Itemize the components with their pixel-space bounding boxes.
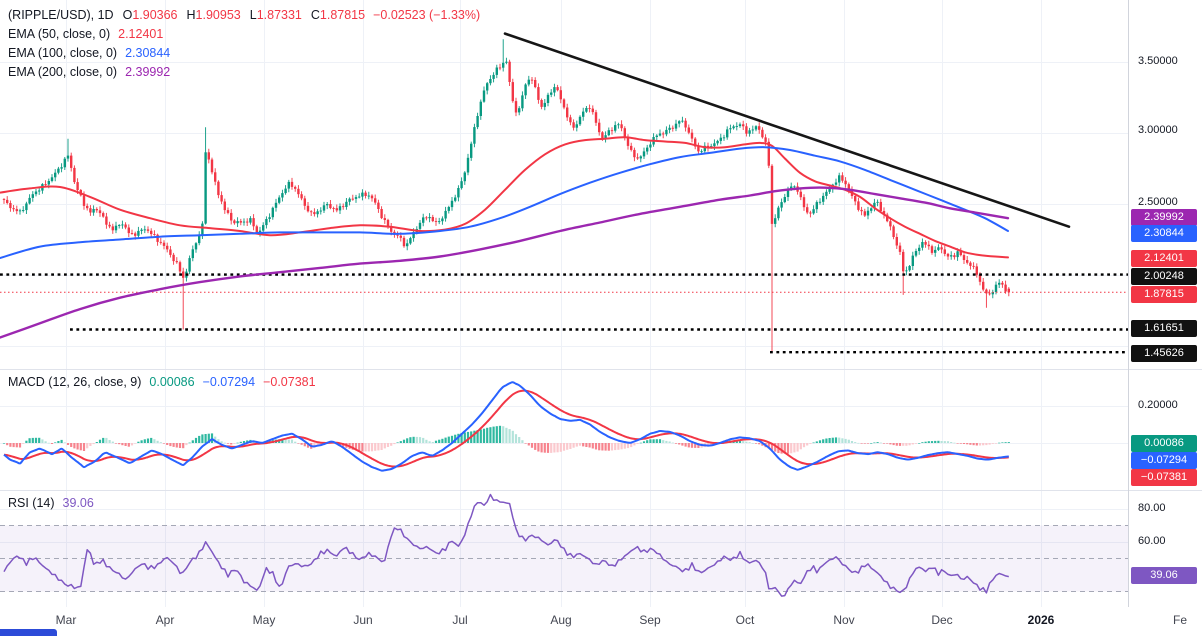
macd-line [3,381,1009,472]
price-badge: −0.07294 [1131,451,1197,469]
time-axis-label: Dec [931,613,953,627]
time-axis-label: Apr [155,613,175,627]
symbol-title: (RIPPLE/USD), 1D [8,8,114,22]
time-axis-label: Nov [833,613,855,627]
change-value: −0.02523 (−1.33%) [373,8,481,22]
open-label: O [122,8,133,22]
time-axis-label: Jun [353,613,373,627]
axis-tick-label: 2.50000 [1138,196,1178,208]
axis-tick-label: 60.00 [1138,535,1166,547]
ema100-label: EMA (100, close, 0) [8,46,118,60]
time-axis-label: May [252,613,276,627]
ema200-legend-row[interactable]: EMA (200, close, 0) 2.39992 [8,63,480,82]
rsi-legend: RSI (14) 39.06 [8,494,94,513]
price-badge: 0.00086 [1131,434,1197,452]
ema100-value: 2.30844 [125,46,171,60]
time-axis-label: Aug [550,613,572,627]
macd-legend-row[interactable]: MACD (12, 26, close, 9) 0.00086 −0.07294 −0… [8,373,316,392]
ema50-legend-row[interactable]: EMA (50, close, 0) 2.12401 [8,25,480,44]
rsi-label: RSI (14) [8,496,55,510]
ema200-label: EMA (200, close, 0) [8,65,118,79]
close-label: C [310,8,320,22]
time-axis-label: Mar [55,613,77,627]
trendline [503,32,1071,228]
open-value: 1.90366 [132,8,178,22]
time-axis-label: Fe [1172,613,1188,627]
partial-ui-element[interactable] [0,629,57,636]
symbol-legend-row[interactable]: (RIPPLE/USD), 1D O1.90366 H1.90953 L1.87331… [8,6,480,25]
ema200-line [0,186,1010,339]
price-badge: 2.12401 [1131,249,1197,267]
candles-up-bodies [18,61,1001,295]
ema50-label: EMA (50, close, 0) [8,27,111,41]
time-axis[interactable]: Mar Apr May Jun Jul Aug Sep Oct Nov Dec 2026 Fe [0,607,1202,636]
time-axis-label: Oct [735,613,755,627]
price-badge: −0.07381 [1131,468,1197,486]
candles-down-bodies [2,61,1010,295]
ema100-line [0,146,1009,259]
ema50-line [0,136,1009,259]
macd-legend: MACD (12, 26, close, 9) 0.00086 −0.07294 −0… [8,373,316,392]
time-axis-label: Jul [452,613,468,627]
main-legend: (RIPPLE/USD), 1D O1.90366 H1.90953 L1.87331… [8,6,480,82]
price-axis[interactable]: 3.50000 3.00000 2.50000 0.20000 80.00 60.00 2.… [1128,0,1202,607]
axis-tick-label: 3.50000 [1138,55,1178,67]
axis-tick-label: 80.00 [1138,502,1166,514]
ema200-value: 2.39992 [125,65,171,79]
low-label: L [249,8,257,22]
close-value: 1.87815 [319,8,366,22]
price-badge: 39.06 [1131,566,1197,584]
low-value: 1.87331 [256,8,302,22]
high-label: H [186,8,196,22]
axis-tick-label: 3.00000 [1138,124,1178,136]
price-badge: 2.30844 [1131,224,1197,242]
macd-signal-line [3,389,1009,468]
time-axis-label: Sep [639,613,661,627]
rsi-value: 39.06 [62,496,94,510]
high-value: 1.90953 [195,8,241,22]
rsi-legend-row[interactable]: RSI (14) 39.06 [8,494,94,513]
time-axis-label: 2026 [1027,613,1055,627]
macd-signal-value: −0.07381 [263,375,316,389]
price-badge: 1.45626 [1131,344,1197,362]
macd-line-value: −0.07294 [202,375,256,389]
price-badge: 1.87815 [1131,285,1197,303]
macd-histogram [2,425,1010,454]
price-badge: 1.61651 [1131,319,1197,337]
ema50-value: 2.12401 [118,27,164,41]
grid [0,0,1128,607]
price-badge: 2.39992 [1131,208,1197,226]
macd-label: MACD (12, 26, close, 9) [8,375,142,389]
macd-hist-value: 0.00086 [149,375,195,389]
ema100-legend-row[interactable]: EMA (100, close, 0) 2.30844 [8,44,480,63]
rsi-line [3,493,1009,597]
price-badge: 2.00248 [1131,267,1197,285]
axis-tick-label: 0.20000 [1138,399,1178,411]
